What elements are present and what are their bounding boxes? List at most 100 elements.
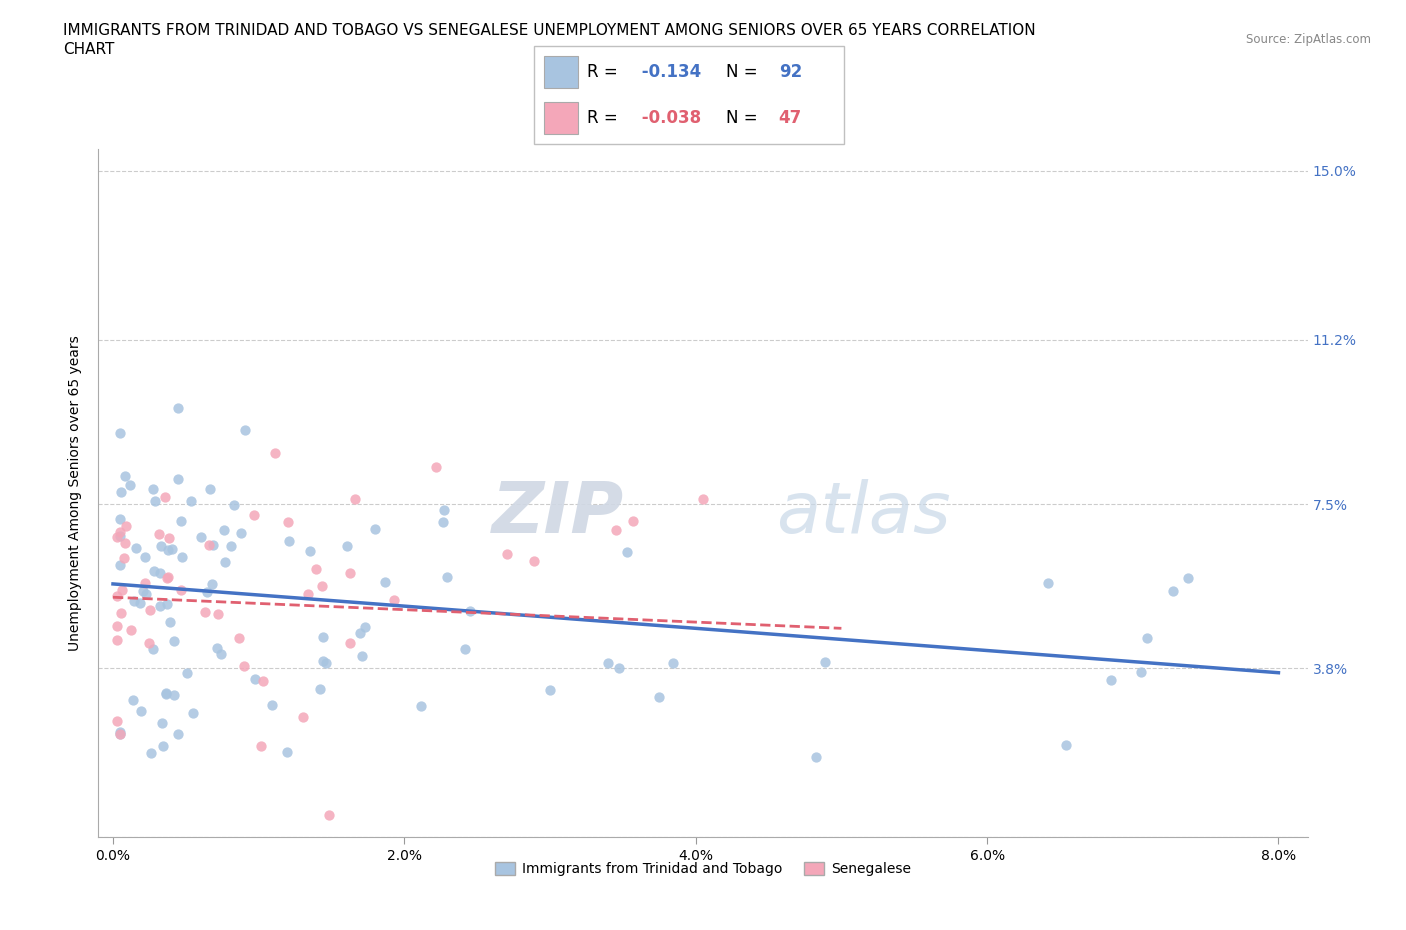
- Point: [229, 525, 252, 540]
- Point: [142, 563, 165, 578]
- Point: [162, 633, 184, 648]
- Point: [160, 542, 183, 557]
- Point: [250, 738, 273, 753]
- Point: [172, 550, 194, 565]
- Point: [804, 750, 827, 764]
- Point: [212, 522, 235, 537]
- Point: [122, 693, 145, 708]
- Point: [209, 646, 232, 661]
- Point: [176, 666, 198, 681]
- Point: [105, 618, 128, 633]
- Point: [616, 545, 638, 560]
- Point: [297, 586, 319, 601]
- Point: [105, 713, 128, 728]
- Point: [131, 583, 153, 598]
- Point: [292, 710, 315, 724]
- Point: [343, 491, 366, 506]
- Point: [454, 642, 477, 657]
- Point: [496, 547, 519, 562]
- Point: [607, 660, 630, 675]
- Text: R =: R =: [586, 109, 617, 127]
- Point: [245, 671, 267, 686]
- Point: [647, 690, 669, 705]
- Point: [135, 587, 157, 602]
- Point: [339, 565, 361, 580]
- Point: [260, 698, 283, 712]
- Text: 47: 47: [779, 109, 801, 127]
- Point: [662, 656, 685, 671]
- Point: [692, 492, 714, 507]
- Point: [129, 703, 152, 718]
- Point: [122, 593, 145, 608]
- Point: [114, 536, 136, 551]
- Point: [197, 538, 219, 552]
- Point: [150, 715, 173, 730]
- Point: [110, 725, 132, 740]
- Point: [157, 530, 180, 545]
- Point: [1177, 570, 1199, 585]
- Point: [111, 582, 134, 597]
- Point: [311, 578, 333, 593]
- Point: [353, 619, 375, 634]
- Point: [110, 528, 132, 543]
- Point: [110, 726, 132, 741]
- Point: [105, 529, 128, 544]
- Point: [350, 649, 373, 664]
- Point: [538, 683, 561, 698]
- Point: [170, 582, 193, 597]
- Point: [166, 726, 188, 741]
- Point: [134, 550, 156, 565]
- Point: [167, 401, 190, 416]
- Point: [110, 605, 132, 620]
- Text: N =: N =: [725, 63, 758, 82]
- Point: [339, 635, 361, 650]
- Point: [153, 490, 176, 505]
- Text: N =: N =: [725, 109, 758, 127]
- Point: [110, 426, 132, 441]
- Point: [108, 525, 131, 539]
- Point: [105, 632, 128, 647]
- Y-axis label: Unemployment Among Seniors over 65 years: Unemployment Among Seniors over 65 years: [69, 335, 83, 651]
- Point: [224, 498, 246, 512]
- Point: [139, 603, 162, 618]
- Point: [214, 554, 236, 569]
- Point: [125, 541, 148, 556]
- Point: [134, 576, 156, 591]
- Point: [169, 513, 191, 528]
- Point: [242, 508, 264, 523]
- Point: [114, 519, 136, 534]
- Point: [233, 658, 256, 673]
- Point: [157, 542, 180, 557]
- Point: [110, 512, 132, 526]
- Text: -0.134: -0.134: [637, 63, 702, 82]
- Point: [156, 570, 179, 585]
- FancyBboxPatch shape: [534, 46, 844, 144]
- Point: [155, 686, 177, 701]
- Point: [621, 513, 644, 528]
- Point: [523, 553, 546, 568]
- Legend: Immigrants from Trinidad and Tobago, Senegalese: Immigrants from Trinidad and Tobago, Sen…: [489, 857, 917, 882]
- Point: [1038, 575, 1060, 590]
- Point: [108, 726, 131, 741]
- Point: [409, 698, 432, 713]
- Point: [605, 523, 627, 538]
- Point: [228, 631, 250, 646]
- Point: [1099, 672, 1122, 687]
- Point: [233, 423, 256, 438]
- Point: [110, 485, 132, 499]
- Point: [166, 472, 188, 486]
- Point: [155, 685, 177, 700]
- Point: [276, 744, 298, 759]
- Point: [1054, 737, 1077, 752]
- Point: [138, 635, 160, 650]
- Point: [181, 706, 204, 721]
- Point: [139, 746, 162, 761]
- Point: [315, 656, 337, 671]
- Point: [425, 459, 447, 474]
- Point: [598, 656, 620, 671]
- Point: [201, 577, 224, 591]
- Point: [129, 595, 152, 610]
- Point: [219, 538, 242, 553]
- Point: [1130, 665, 1153, 680]
- Point: [436, 570, 458, 585]
